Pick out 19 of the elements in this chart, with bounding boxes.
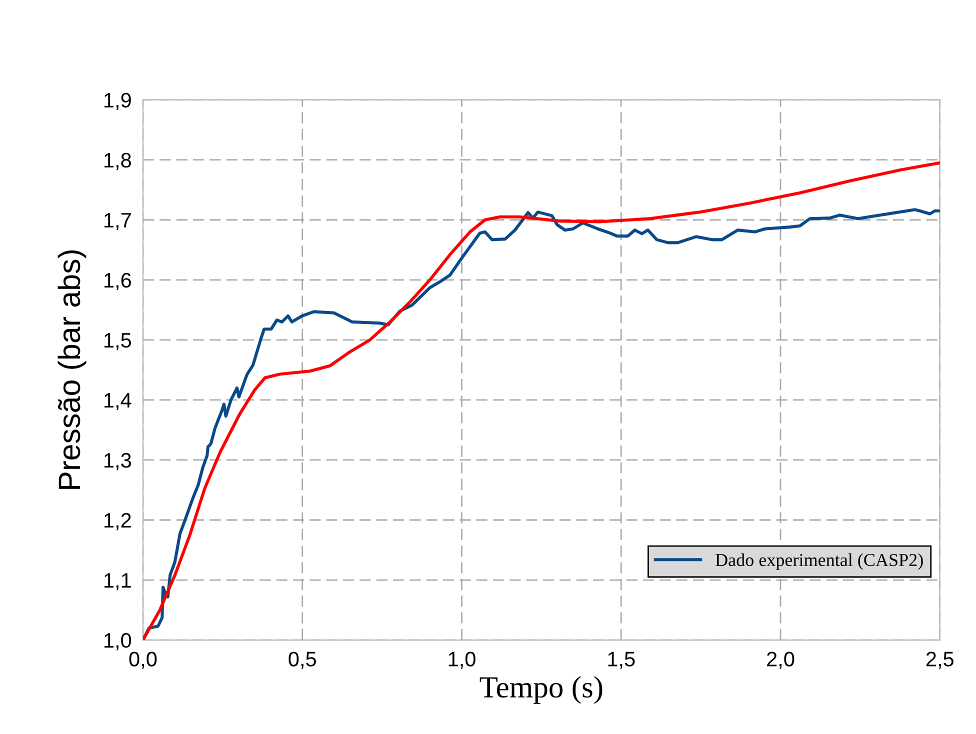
y-tick-label: 1,1 [104, 573, 131, 590]
y-tick-label: 1,4 [104, 393, 132, 410]
x-tick-label: 2,5 [926, 652, 954, 669]
x-tick-label: 1,0 [448, 652, 476, 669]
y-tick-label: 1,6 [104, 272, 131, 290]
legend-label: Dado experimental (CASP2) [716, 553, 923, 570]
x-tick-label: 1,5 [608, 652, 635, 669]
x-axis-title: Tempo (s) [480, 676, 602, 704]
y-tick-label: 1,2 [104, 513, 131, 530]
y-tick-label: 1,9 [104, 92, 131, 110]
x-tick-label: 2,0 [767, 652, 794, 669]
y-tick-label: 1,5 [104, 333, 131, 350]
y-tick-label: 1,0 [104, 633, 132, 650]
y-tick-label: 1,8 [104, 152, 131, 170]
x-tick-label: 0,5 [288, 652, 316, 669]
y-tick-label: 1,3 [104, 452, 131, 470]
x-tick-label: 0,0 [129, 652, 157, 669]
y-axis-title: Pressão (bar abs) [58, 250, 86, 489]
y-tick-label: 1,7 [104, 213, 131, 230]
